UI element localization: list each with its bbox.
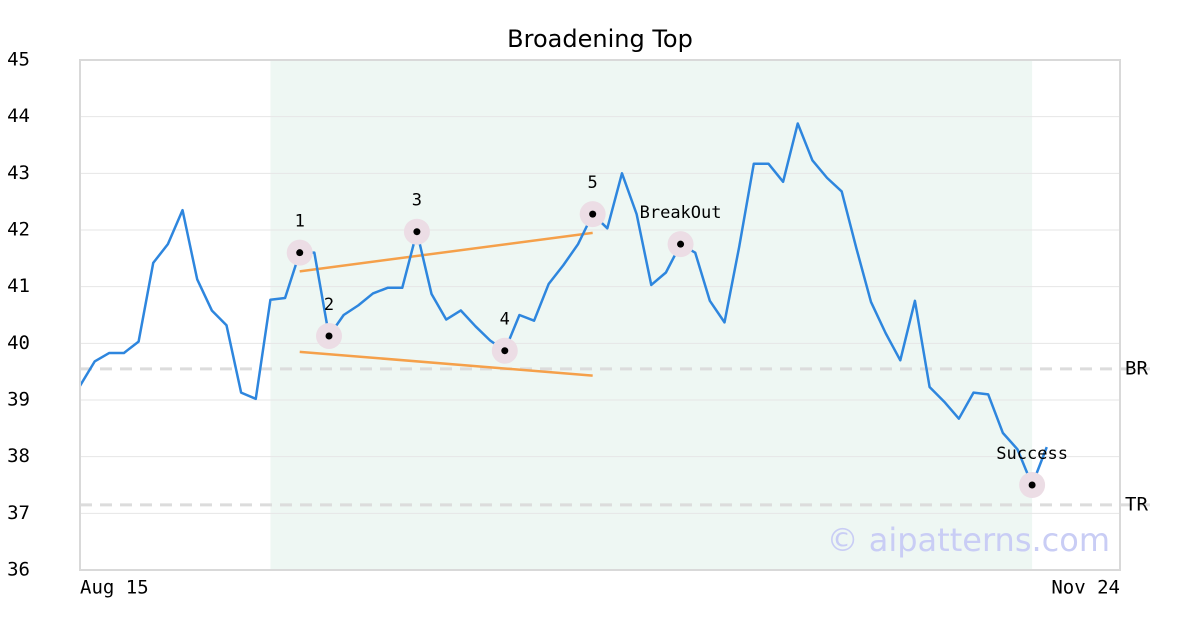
pattern-point-label: Success — [996, 444, 1068, 464]
pattern-point — [501, 347, 509, 355]
y-tick-label: 41 — [7, 275, 30, 297]
y-tick-label: 36 — [7, 559, 30, 581]
x-tick-label: Nov 24 — [1051, 577, 1120, 599]
plot-frame — [79, 59, 1121, 571]
y-tick-label: 45 — [7, 49, 30, 71]
level-label: TR — [1125, 493, 1148, 515]
y-tick-label: 38 — [7, 445, 30, 467]
level-label: BR — [1125, 357, 1148, 379]
trend-line — [299, 350, 593, 377]
x-tick-label: Aug 15 — [80, 577, 149, 599]
y-tick-label: 39 — [7, 389, 30, 411]
y-tick-label: 44 — [7, 105, 30, 127]
y-tick-label: 42 — [7, 219, 30, 241]
chart-title: Broadening Top — [507, 25, 693, 53]
pattern-point-label: 2 — [324, 295, 334, 315]
pattern-point-label: BreakOut — [640, 203, 722, 223]
pattern-point-label: 3 — [412, 191, 422, 211]
pattern-point — [413, 228, 421, 236]
pattern-point-label: 4 — [500, 310, 510, 330]
pattern-point — [677, 240, 685, 248]
y-tick-label: 40 — [7, 332, 30, 354]
price-line — [78, 122, 1048, 487]
pattern-point — [325, 332, 333, 340]
y-tick-label: 37 — [7, 502, 30, 524]
pattern-point — [296, 249, 304, 257]
pattern-point — [1028, 481, 1036, 489]
pattern-region — [270, 60, 1033, 570]
pattern-point-label: 5 — [588, 173, 598, 193]
y-tick-label: 43 — [7, 162, 30, 184]
pattern-point-label: 1 — [295, 212, 305, 232]
watermark: © aipatterns.com — [827, 521, 1110, 559]
pattern-point — [589, 210, 597, 218]
trend-line — [299, 231, 593, 273]
